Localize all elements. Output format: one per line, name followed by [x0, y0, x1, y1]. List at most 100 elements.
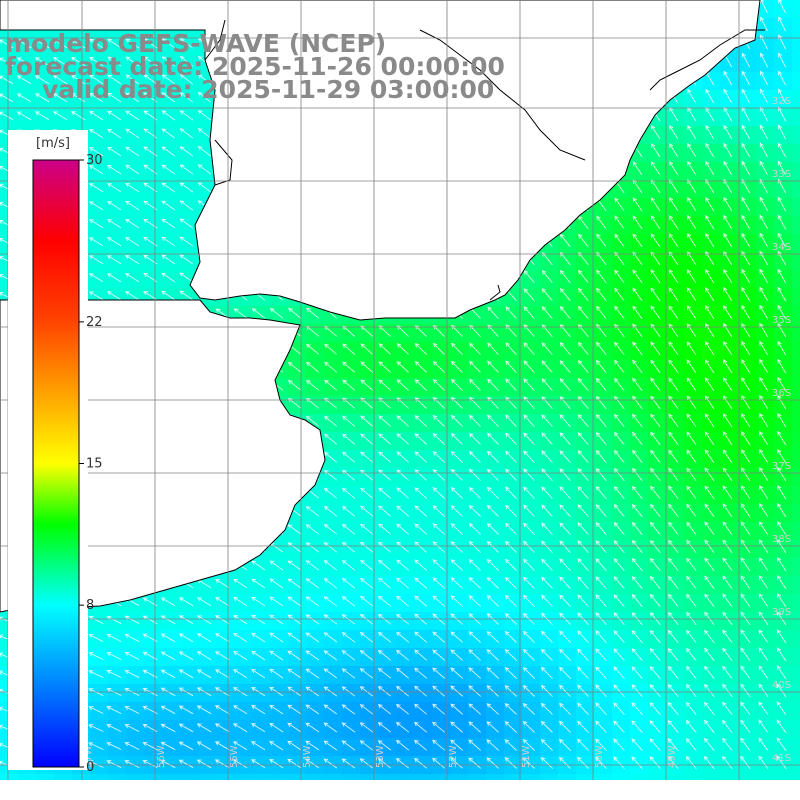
wind-arrow: [396, 433, 410, 445]
wind-arrow: [305, 704, 320, 715]
wind-arrow: [323, 487, 338, 499]
wind-arrow: [541, 306, 553, 320]
wind-arrow: [269, 614, 284, 625]
wind-arrow: [432, 451, 445, 463]
wind-arrow: [88, 291, 104, 301]
wind-arrow: [759, 160, 769, 176]
wind-arrow: [251, 308, 266, 319]
wind-arrow: [778, 0, 787, 14]
wind-arrow: [704, 557, 715, 572]
wind-arrow: [705, 124, 715, 140]
wind-arrow: [649, 738, 661, 751]
wind-arrow: [106, 651, 122, 661]
wind-arrow: [541, 414, 553, 427]
wind-arrow: [777, 124, 787, 140]
wind-arrow: [414, 559, 427, 571]
wind-arrow: [414, 433, 427, 445]
wind-arrow: [16, 111, 32, 121]
wind-arrow: [649, 684, 661, 698]
wind-cell: [792, 18, 800, 37]
wind-arrow: [723, 160, 733, 176]
wind-arrow: [777, 232, 787, 248]
wind-arrow: [777, 268, 787, 284]
wind-arrow: [504, 630, 517, 643]
wind-arrow: [685, 755, 697, 770]
wind-arrow: [541, 396, 553, 409]
wind-arrow: [179, 290, 194, 301]
wind-arrow: [523, 522, 535, 535]
wind-arrow: [758, 629, 769, 644]
wind-arrow: [740, 683, 751, 698]
wind-arrow: [558, 720, 571, 733]
wind-arrow: [722, 683, 733, 698]
wind-arrow: [359, 758, 374, 769]
wind-arrow: [323, 758, 338, 769]
wind-cell: [792, 486, 800, 505]
wind-arrow: [777, 449, 787, 464]
wind-arrow: [487, 414, 499, 427]
wind-arrow: [486, 703, 499, 715]
wind-arrow: [595, 558, 607, 571]
wind-arrow: [741, 232, 751, 248]
wind-arrow: [759, 286, 769, 302]
wind-arrow: [631, 593, 643, 608]
wind-arrow: [233, 308, 248, 319]
wind-arrow: [722, 557, 733, 572]
wind-arrow: [668, 485, 679, 500]
wind-arrow: [124, 633, 140, 643]
wind-arrow: [776, 755, 787, 770]
wind-arrow: [124, 291, 140, 301]
wind-arrow: [378, 523, 391, 535]
wind-arrow: [360, 379, 373, 391]
wind-arrow: [486, 721, 500, 733]
wind-arrow: [741, 160, 751, 176]
colorbar-tick-label: 15: [86, 457, 103, 472]
wind-arrow: [722, 593, 733, 608]
wind-arrow: [88, 634, 104, 643]
wind-arrow: [541, 378, 553, 391]
wind-arrow: [178, 651, 194, 661]
wind-cell: [792, 180, 800, 199]
wind-arrow: [614, 305, 625, 320]
wind-arrow: [596, 251, 607, 266]
wind-arrow: [577, 630, 589, 644]
wind-arrow: [613, 702, 625, 715]
wind-arrow: [161, 200, 176, 211]
wind-arrow: [233, 651, 248, 661]
wind-arrow: [704, 719, 715, 734]
wind-arrow: [650, 431, 661, 446]
wind-arrow: [341, 487, 356, 499]
wind-arrow: [305, 542, 320, 553]
wind-arrow: [613, 485, 625, 500]
wind-arrow: [450, 378, 463, 391]
longitude-label: 57W: [83, 745, 94, 768]
wind-arrow: [650, 377, 661, 392]
wind-arrow: [522, 666, 535, 679]
wind-arrow: [160, 741, 176, 751]
wind-arrow: [323, 506, 338, 517]
wind-arrow: [687, 197, 697, 212]
wind-arrow: [396, 361, 409, 373]
wind-arrow: [560, 233, 571, 248]
wind-arrow: [88, 742, 104, 750]
wind-arrow: [722, 575, 733, 590]
wind-arrow: [88, 273, 104, 283]
wind-cell: [792, 72, 800, 91]
wind-arrow: [504, 540, 517, 553]
wind-arrow: [197, 128, 212, 139]
wind-cell: [792, 720, 800, 739]
wind-arrow: [577, 684, 589, 697]
wind-arrow: [632, 215, 643, 230]
wind-arrow: [559, 486, 571, 499]
wind-arrow: [540, 684, 553, 697]
wind-arrow: [396, 379, 409, 391]
wind-arrow: [486, 631, 499, 643]
colorbar-unit: [m/s]: [36, 136, 70, 151]
wind-arrow: [395, 667, 410, 679]
wind-arrow: [106, 237, 122, 247]
wind-arrow: [705, 215, 715, 230]
wind-arrow: [305, 668, 320, 679]
wind-arrow: [377, 722, 392, 733]
wind-arrow: [595, 449, 607, 464]
wind-arrow: [269, 704, 284, 715]
